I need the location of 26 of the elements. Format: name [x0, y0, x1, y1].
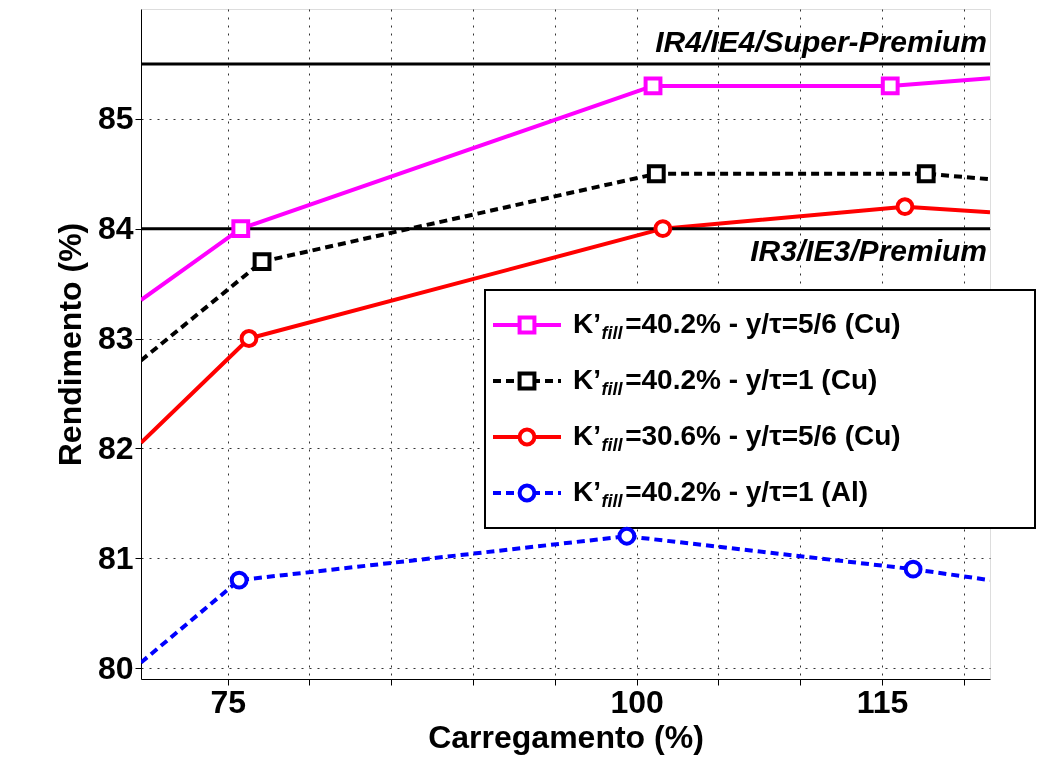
- point: [903, 559, 923, 579]
- y-tick-label: 84: [97, 210, 134, 247]
- y-tick-label: 81: [97, 539, 134, 576]
- x-axis-title: Carregamento (%): [428, 718, 704, 755]
- point: [646, 164, 666, 184]
- y-tick-label: 82: [97, 429, 134, 466]
- y-tick-label: 83: [97, 320, 134, 357]
- point: [916, 164, 936, 184]
- point: [643, 76, 663, 96]
- y-tick-label: 80: [97, 649, 134, 686]
- line-series: [141, 76, 990, 303]
- point: [880, 76, 900, 96]
- point: [252, 252, 272, 272]
- point: [617, 526, 637, 546]
- point: [231, 219, 251, 239]
- x-tick-label: 100: [610, 683, 664, 720]
- ref-line-label: IR4/IE4/Super-Premium: [655, 24, 987, 58]
- x-tick-label: 75: [210, 683, 246, 720]
- point: [229, 570, 249, 590]
- y-tick-label: 85: [97, 100, 134, 137]
- point: [653, 219, 673, 239]
- point: [895, 197, 915, 217]
- x-tick-label: 115: [856, 683, 909, 720]
- y-axis-title: Rendimento (%): [51, 222, 88, 467]
- ref-line-label: IR3/IE3/Premium: [750, 233, 987, 267]
- point: [239, 329, 259, 348]
